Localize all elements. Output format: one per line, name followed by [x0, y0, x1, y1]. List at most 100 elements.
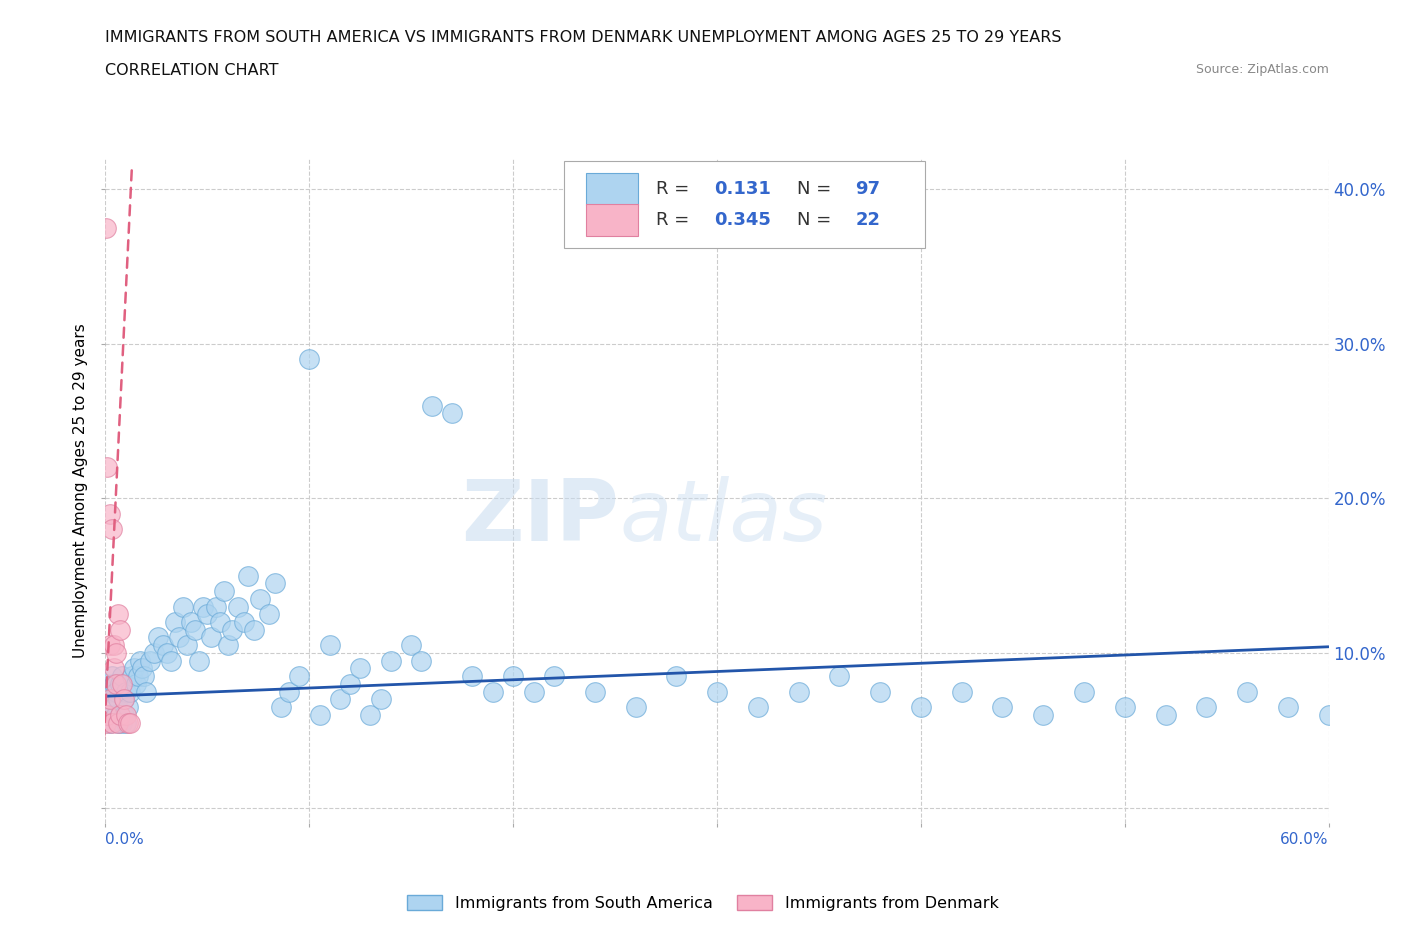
Point [118, 715, 141, 730]
Point [411, 653, 433, 668]
Point [100, 522, 122, 537]
Text: atlas: atlas [619, 475, 827, 559]
Point [204, 599, 226, 614]
Point [112, 692, 135, 707]
Point [134, 669, 156, 684]
Point [96, 708, 118, 723]
Point [104, 645, 127, 660]
Point [624, 699, 647, 714]
Point [98, 684, 121, 699]
Point [263, 576, 285, 591]
Point [163, 615, 186, 630]
Point [270, 699, 292, 714]
Point [98, 638, 121, 653]
Point [103, 676, 125, 691]
Point [249, 591, 271, 606]
Point [180, 615, 202, 630]
Point [103, 661, 125, 676]
Point [115, 715, 138, 730]
FancyBboxPatch shape [586, 204, 637, 236]
Point [1195, 699, 1218, 714]
Point [103, 699, 125, 714]
Point [329, 692, 352, 707]
Point [217, 638, 239, 653]
Point [1317, 708, 1340, 723]
Point [318, 638, 342, 653]
Text: 60.0%: 60.0% [1281, 832, 1329, 847]
Point [184, 622, 207, 637]
Text: R =: R = [655, 180, 695, 198]
Point [104, 708, 127, 723]
Text: N =: N = [797, 211, 837, 229]
Point [212, 584, 235, 599]
Point [98, 692, 121, 707]
Point [197, 607, 219, 622]
Point [111, 676, 134, 691]
Point [152, 638, 174, 653]
Point [502, 669, 524, 684]
Text: 0.0%: 0.0% [105, 832, 145, 847]
Point [208, 615, 231, 630]
Point [131, 661, 153, 676]
Point [115, 684, 138, 699]
Point [96, 460, 118, 475]
Text: N =: N = [797, 180, 837, 198]
Point [129, 653, 152, 668]
Point [869, 684, 891, 699]
Point [159, 653, 181, 668]
Point [910, 699, 932, 714]
Point [226, 599, 249, 614]
Point [121, 669, 143, 684]
Point [107, 692, 129, 707]
Point [583, 684, 606, 699]
Point [236, 568, 260, 583]
Point [278, 684, 301, 699]
Point [107, 607, 129, 622]
Point [148, 630, 170, 644]
Point [108, 676, 131, 691]
Point [96, 715, 118, 730]
Legend: Immigrants from South America, Immigrants from Denmark: Immigrants from South America, Immigrant… [401, 888, 1005, 917]
Point [104, 676, 127, 691]
Point [308, 708, 330, 723]
Point [370, 692, 392, 707]
Point [96, 676, 118, 691]
Point [828, 669, 851, 684]
Point [98, 715, 121, 730]
Point [111, 715, 134, 730]
Point [108, 708, 131, 723]
Point [243, 622, 266, 637]
Text: IMMIGRANTS FROM SOUTH AMERICA VS IMMIGRANTS FROM DENMARK UNEMPLOYMENT AMONG AGES: IMMIGRANTS FROM SOUTH AMERICA VS IMMIGRA… [105, 30, 1062, 45]
Point [706, 684, 728, 699]
Point [112, 708, 135, 723]
Point [401, 638, 423, 653]
Point [441, 405, 464, 420]
Y-axis label: Unemployment Among Ages 25 to 29 years: Unemployment Among Ages 25 to 29 years [73, 324, 89, 658]
Point [787, 684, 810, 699]
Point [665, 669, 688, 684]
Text: 97: 97 [855, 180, 880, 198]
Point [1236, 684, 1258, 699]
Point [747, 699, 769, 714]
Point [543, 669, 565, 684]
Point [127, 669, 149, 684]
Point [143, 645, 166, 660]
Point [991, 699, 1014, 714]
FancyBboxPatch shape [586, 173, 637, 206]
Point [221, 622, 243, 637]
Point [1073, 684, 1095, 699]
Point [380, 653, 402, 668]
Point [349, 661, 371, 676]
Point [103, 638, 125, 653]
Point [100, 669, 122, 684]
Point [420, 398, 443, 413]
Point [360, 708, 382, 723]
Point [107, 715, 129, 730]
Point [122, 661, 145, 676]
Point [100, 708, 122, 723]
Point [233, 615, 256, 630]
Point [176, 638, 198, 653]
Text: ZIP: ZIP [461, 475, 619, 559]
Point [118, 684, 141, 699]
Point [288, 669, 311, 684]
